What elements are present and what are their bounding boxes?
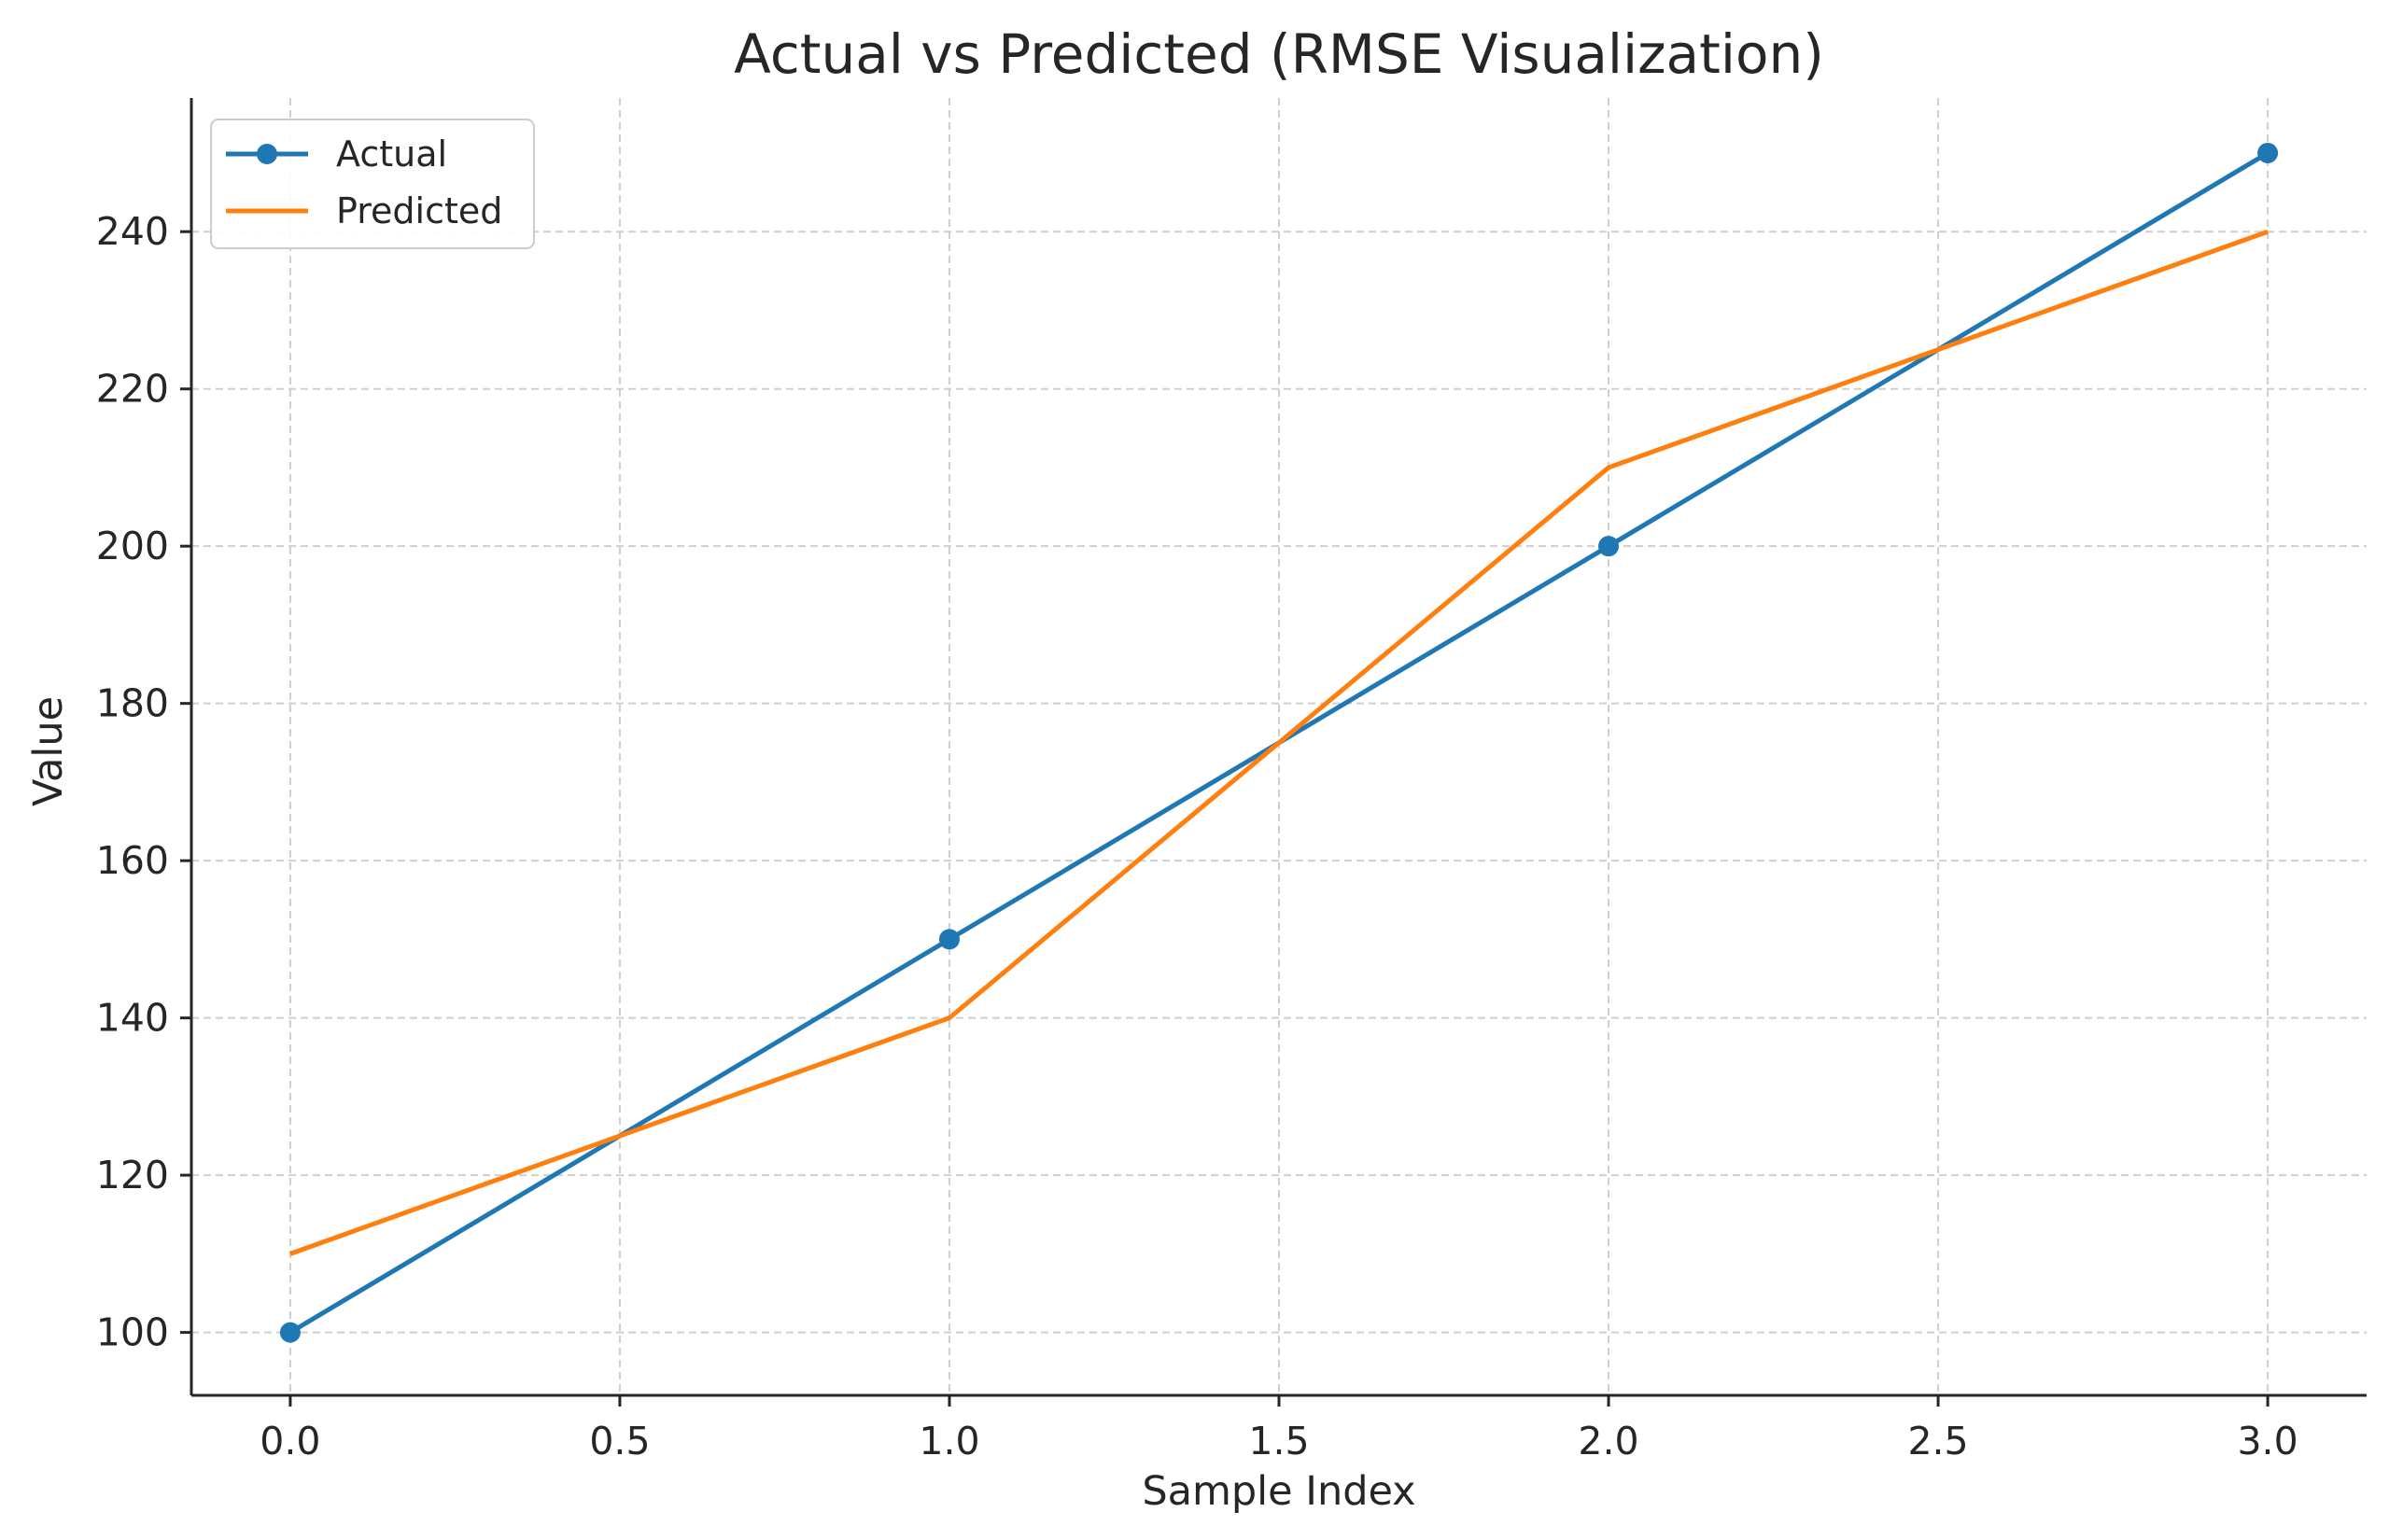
y-tick-label: 140	[96, 996, 169, 1041]
x-tick-label: 0.5	[589, 1419, 650, 1463]
x-tick-label: 1.5	[1248, 1419, 1309, 1463]
legend: Actual Predicted	[210, 119, 535, 249]
legend-item-actual: Actual	[226, 133, 447, 175]
y-tick-label: 200	[96, 524, 169, 568]
y-tick-label: 240	[96, 209, 169, 254]
legend-item-predicted: Predicted	[226, 190, 502, 231]
plot-series	[279, 142, 2279, 1343]
y-tick-label: 120	[96, 1153, 169, 1197]
legend-marker-actual	[257, 144, 277, 164]
y-axis-ticks: 100 120 140 160 180 200 220 240	[96, 209, 191, 1355]
y-tick-label: 100	[96, 1310, 169, 1355]
chart-title: Actual vs Predicted (RMSE Visualization)	[734, 22, 1824, 86]
data-point-actual	[279, 1322, 301, 1343]
x-tick-label: 2.5	[1907, 1419, 1968, 1463]
y-tick-label: 180	[96, 681, 169, 726]
data-point-actual	[2257, 142, 2279, 163]
y-tick-label: 160	[96, 838, 169, 883]
x-axis-ticks: 0.0 0.5 1.0 1.5 2.0 2.5 3.0	[260, 1395, 2298, 1463]
x-tick-label: 1.0	[919, 1419, 979, 1463]
y-tick-label: 220	[96, 367, 169, 412]
legend-items: Actual Predicted	[226, 133, 502, 231]
legend-label-actual: Actual	[336, 133, 447, 175]
x-tick-label: 2.0	[1578, 1419, 1638, 1463]
grid	[191, 98, 2367, 1395]
y-axis-label: Value	[25, 696, 72, 806]
x-tick-label: 0.0	[260, 1419, 320, 1463]
series-line-predicted	[289, 229, 2269, 1256]
x-tick-label: 3.0	[2237, 1419, 2298, 1463]
data-point-actual	[1598, 536, 1620, 557]
x-axis-label: Sample Index	[1142, 1468, 1415, 1515]
data-point-actual	[938, 929, 960, 950]
legend-label-predicted: Predicted	[336, 190, 502, 231]
